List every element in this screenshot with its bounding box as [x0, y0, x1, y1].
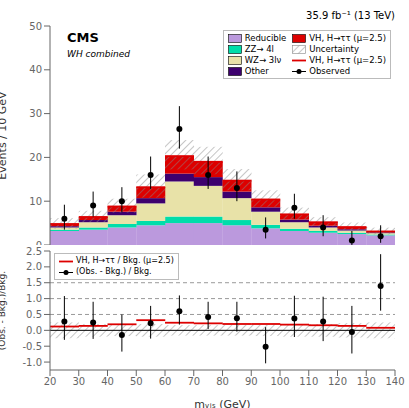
svg-text:2.0: 2.0	[26, 261, 42, 272]
svg-text:100: 100	[270, 376, 289, 387]
html-text:Observed: Observed	[309, 66, 351, 76]
svg-text:130: 130	[357, 376, 376, 387]
html-text:VH, H→ττ (μ=2.5): VH, H→ττ (μ=2.5)	[309, 33, 386, 43]
svg-text:60: 60	[159, 376, 172, 387]
svg-text:90: 90	[245, 376, 258, 387]
html-text:Other: Other	[244, 66, 269, 76]
svg-text:120: 120	[328, 376, 347, 387]
svg-text:80: 80	[216, 376, 229, 387]
svg-text:0.5: 0.5	[26, 309, 42, 320]
svg-text:mᵥᵢₛ (GeV): mᵥᵢₛ (GeV)	[194, 398, 250, 408]
svg-text:70: 70	[187, 376, 200, 387]
svg-text:30: 30	[72, 376, 85, 387]
html-text:WZ→ 3lν: WZ→ 3lν	[244, 55, 282, 65]
html-text:Uncertainty: Uncertainty	[309, 44, 359, 54]
svg-text:2.5: 2.5	[26, 246, 42, 257]
svg-text:20: 20	[29, 152, 42, 163]
svg-text:40: 40	[29, 64, 42, 75]
svg-text:140: 140	[385, 376, 401, 387]
svg-text:-1.0: -1.0	[22, 357, 42, 368]
html-text:(Obs. - Bkg.) / Bkg.: (Obs. - Bkg.) / Bkg.	[76, 267, 152, 276]
svg-text:1.0: 1.0	[26, 293, 42, 304]
svg-text:10: 10	[29, 196, 42, 207]
html-text:Reducible: Reducible	[244, 33, 287, 43]
svg-text:20: 20	[44, 376, 57, 387]
svg-text:50: 50	[29, 21, 42, 32]
svg-text:40: 40	[101, 376, 114, 387]
html-text:VH, H→ττ (μ=2.5): VH, H→ττ (μ=2.5)	[309, 55, 386, 65]
html-text:35.9 fb⁻¹ (13 TeV): 35.9 fb⁻¹ (13 TeV)	[306, 10, 395, 21]
svg-text:Events / 10 GeV: Events / 10 GeV	[8, 91, 9, 180]
svg-text:0: 0	[36, 240, 42, 245]
svg-text:110: 110	[299, 376, 318, 387]
svg-text:30: 30	[29, 108, 42, 119]
svg-text:-0.5: -0.5	[22, 341, 42, 352]
html-text:ZZ→ 4l: ZZ→ 4l	[244, 44, 274, 54]
svg-text:0.0: 0.0	[26, 325, 42, 336]
html-text:VH, H→ττ / Bkg. (μ=2.5): VH, H→ττ / Bkg. (μ=2.5)	[76, 256, 174, 265]
svg-text:50: 50	[130, 376, 143, 387]
svg-text:1.5: 1.5	[26, 277, 42, 288]
html-text:WH combined: WH combined	[67, 49, 130, 59]
html-text:CMS: CMS	[67, 30, 99, 45]
